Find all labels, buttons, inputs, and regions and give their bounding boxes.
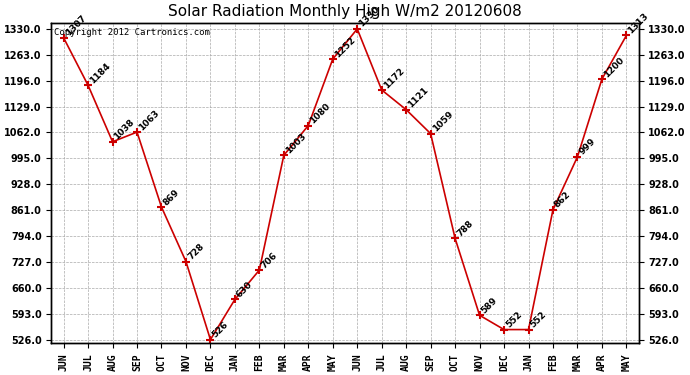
Text: 526: 526	[210, 320, 230, 340]
Text: 589: 589	[480, 296, 500, 315]
Text: 999: 999	[578, 137, 598, 157]
Text: 630: 630	[235, 280, 255, 299]
Title: Solar Radiation Monthly High W/m2 20120608: Solar Radiation Monthly High W/m2 201206…	[168, 4, 522, 19]
Text: 1252: 1252	[333, 35, 357, 59]
Text: 1330: 1330	[357, 5, 381, 29]
Text: 728: 728	[186, 242, 206, 261]
Text: 1200: 1200	[602, 55, 626, 79]
Text: 1121: 1121	[406, 86, 430, 109]
Text: 706: 706	[259, 251, 279, 270]
Text: 1080: 1080	[308, 102, 332, 126]
Text: 1003: 1003	[284, 131, 308, 155]
Text: 1059: 1059	[431, 110, 455, 134]
Text: 1184: 1184	[88, 61, 112, 86]
Text: Copyright 2012 Cartronics.com: Copyright 2012 Cartronics.com	[55, 28, 210, 37]
Text: 788: 788	[455, 219, 475, 239]
Text: 552: 552	[504, 310, 524, 330]
Text: 1063: 1063	[137, 108, 161, 132]
Text: 869: 869	[161, 188, 181, 207]
Text: 862: 862	[553, 190, 573, 210]
Text: 1172: 1172	[382, 66, 406, 90]
Text: 1313: 1313	[627, 11, 651, 36]
Text: 552: 552	[529, 310, 548, 330]
Text: 1307: 1307	[63, 14, 88, 38]
Text: 1038: 1038	[112, 118, 137, 142]
